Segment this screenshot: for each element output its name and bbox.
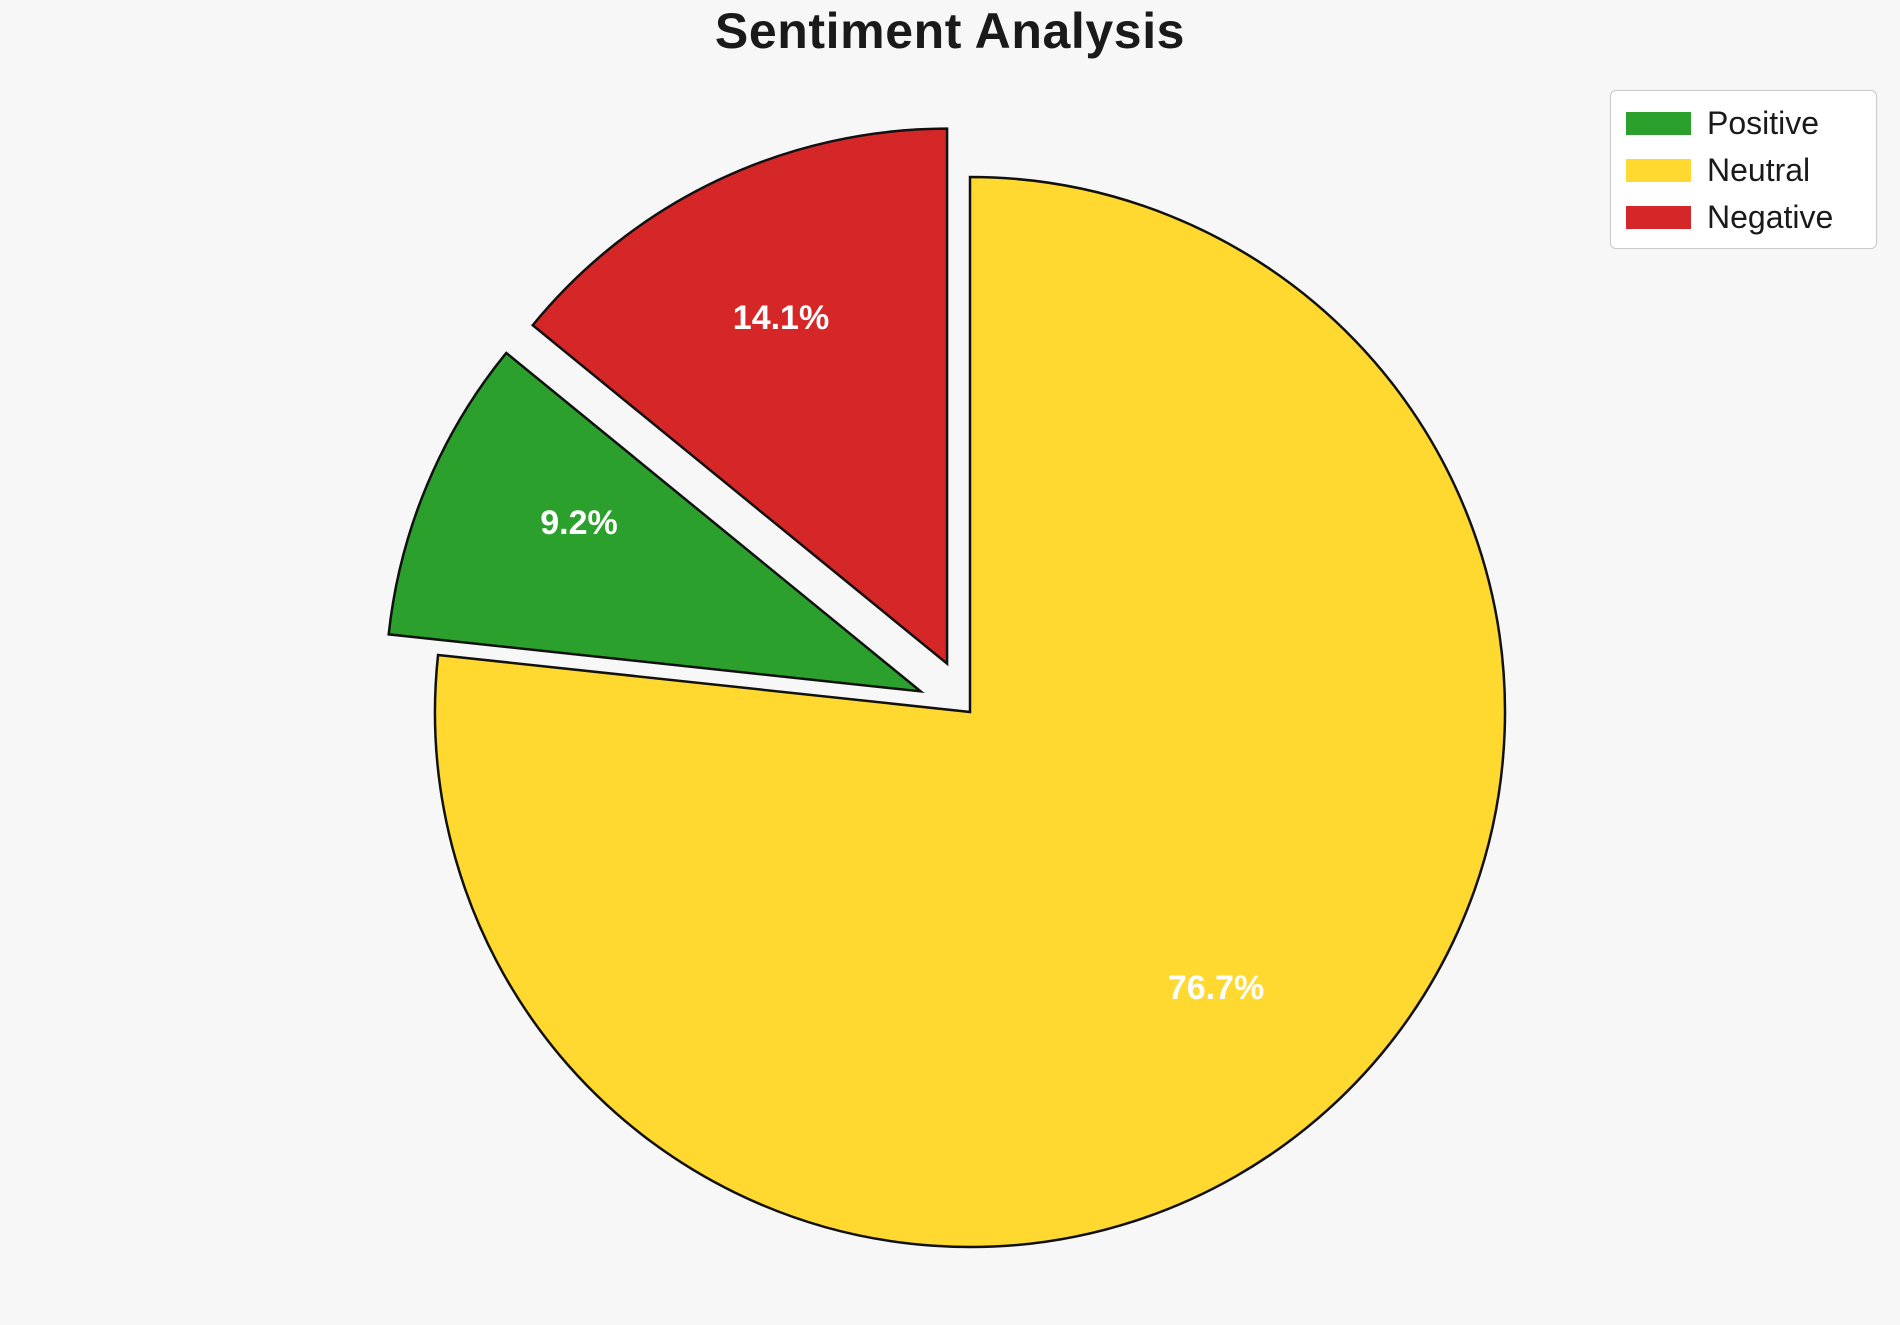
- svg-text:76.7%: 76.7%: [1168, 969, 1264, 1007]
- svg-text:9.2%: 9.2%: [540, 504, 618, 542]
- svg-text:14.1%: 14.1%: [733, 299, 829, 337]
